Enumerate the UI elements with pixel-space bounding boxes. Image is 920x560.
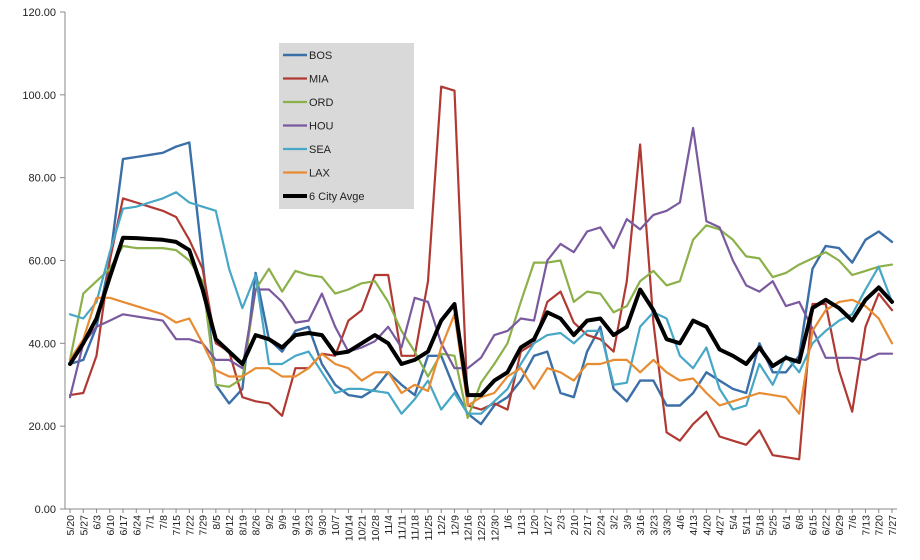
x-tick-label: 8/12 (224, 515, 236, 536)
x-tick-label: 2/10 (569, 515, 581, 536)
x-tick-label: 6/10 (105, 515, 117, 536)
x-tick-label: 6/8 (794, 515, 806, 530)
y-tick-label: 100.00 (22, 90, 56, 102)
x-tick-label: 11/18 (410, 515, 422, 541)
x-tick-label: 9/2 (264, 515, 276, 530)
x-tick-label: 10/28 (370, 515, 382, 541)
x-tick-label: 7/6 (847, 515, 859, 530)
x-tick-label: 7/27 (887, 515, 899, 536)
x-tick-label: 12/30 (489, 515, 501, 541)
series-line-ord (68, 224, 894, 419)
x-tick-label: 4/6 (675, 515, 687, 530)
x-tick-label: 6/29 (834, 515, 846, 536)
x-tick-label: 7/8 (158, 515, 170, 530)
legend-label: SEA (309, 144, 332, 156)
x-tick-label: 1/27 (542, 515, 554, 536)
x-tick-label: 3/9 (622, 515, 634, 530)
x-tick-label: 4/27 (715, 515, 727, 536)
x-tick-label: 5/18 (754, 515, 766, 536)
x-tick-label: 9/9 (277, 515, 289, 530)
x-tick-label: 6/1 (781, 515, 793, 530)
x-tick-label: 3/30 (662, 515, 674, 536)
series-line-6-city-avge (68, 235, 894, 398)
x-tick-label: 2/24 (595, 515, 607, 536)
x-tick-label: 4/13 (688, 515, 700, 536)
series-line-mia (68, 85, 894, 461)
x-tick-label: 10/21 (357, 515, 369, 541)
x-tick-label: 7/22 (184, 515, 196, 536)
x-tick-label: 1/6 (503, 515, 515, 530)
x-tick-label: 7/20 (874, 515, 886, 536)
y-tick-label: 40.00 (28, 338, 56, 350)
legend-label: HOU (309, 121, 334, 133)
legend: BOS MIA ORD HOU SEA LAX 6 City Avge (279, 43, 414, 209)
x-tick-label: 3/23 (648, 515, 660, 536)
x-tick-label: 6/15 (807, 515, 819, 536)
x-tick-label: 4/20 (701, 515, 713, 536)
y-tick-label: 20.00 (28, 421, 56, 433)
x-tick-label: 7/13 (860, 515, 872, 536)
series-line-hou (68, 126, 894, 399)
x-tick-label: 12/16 (463, 515, 475, 541)
x-tick-label: 11/25 (423, 515, 435, 541)
x-tick-label: 3/16 (635, 515, 647, 536)
legend-label: ORD (309, 97, 334, 109)
x-tick-label: 5/11 (741, 515, 753, 535)
x-tick-label: 5/27 (78, 515, 90, 536)
x-tick-label: 7/1 (145, 515, 157, 530)
legend-label: LAX (309, 168, 330, 180)
x-tick-label: 11/11 (396, 515, 408, 540)
y-tick-label: 0.00 (35, 504, 56, 516)
x-tick-label: 8/26 (251, 515, 263, 536)
x-tick-label: 6/22 (821, 515, 833, 536)
series-line-sea (68, 191, 894, 415)
series-lines (68, 85, 894, 461)
x-tick-label: 12/23 (476, 515, 488, 541)
y-tick-label: 80.00 (28, 173, 56, 185)
x-tick-label: 12/2 (436, 515, 448, 536)
x-tick-label: 3/2 (609, 515, 621, 530)
x-tick-label: 9/23 (304, 515, 316, 536)
y-tick-label: 120.00 (22, 7, 56, 19)
series-line-lax (68, 296, 894, 415)
x-tick-label: 12/9 (449, 515, 461, 536)
y-tick-label: 60.00 (28, 256, 56, 268)
axes: 0.00 20.00 40.00 60.00 80.00 100.00 120.00 5/20… (22, 7, 899, 541)
x-tick-label: 9/16 (290, 515, 302, 536)
x-tick-label: 2/17 (582, 515, 594, 536)
x-tick-label: 6/24 (131, 515, 143, 536)
x-tick-label: 7/29 (198, 515, 210, 536)
x-tick-label: 6/17 (118, 515, 130, 536)
x-tick-label: 5/25 (768, 515, 780, 536)
x-tick-label: 10/7 (330, 515, 342, 536)
legend-label: MIA (309, 74, 329, 86)
legend-label: BOS (309, 50, 332, 62)
legend-label: 6 City Avge (309, 191, 364, 203)
x-tick-label: 5/20 (65, 515, 77, 536)
x-tick-label: 9/30 (317, 515, 329, 536)
x-tick-label: 11/4 (383, 515, 395, 535)
x-tick-label: 1/20 (529, 515, 541, 536)
x-tick-label: 1/13 (516, 515, 528, 536)
x-tick-label: 10/14 (343, 515, 355, 541)
x-tick-label: 7/15 (171, 515, 183, 536)
x-tick-label: 2/3 (556, 515, 568, 530)
x-tick-label: 8/5 (211, 515, 223, 530)
x-tick-label: 8/19 (237, 515, 249, 536)
x-tick-label: 6/3 (92, 515, 104, 530)
x-tick-label: 5/4 (728, 515, 740, 530)
